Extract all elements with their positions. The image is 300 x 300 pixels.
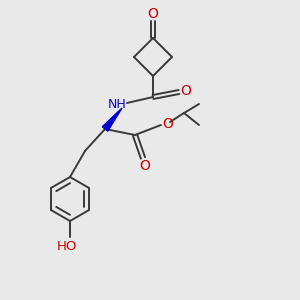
- Text: O: O: [181, 84, 191, 98]
- Text: NH: NH: [108, 98, 126, 110]
- Polygon shape: [102, 108, 122, 131]
- Text: O: O: [163, 117, 173, 131]
- Text: HO: HO: [57, 239, 77, 253]
- Text: O: O: [140, 159, 150, 173]
- Text: O: O: [148, 7, 158, 21]
